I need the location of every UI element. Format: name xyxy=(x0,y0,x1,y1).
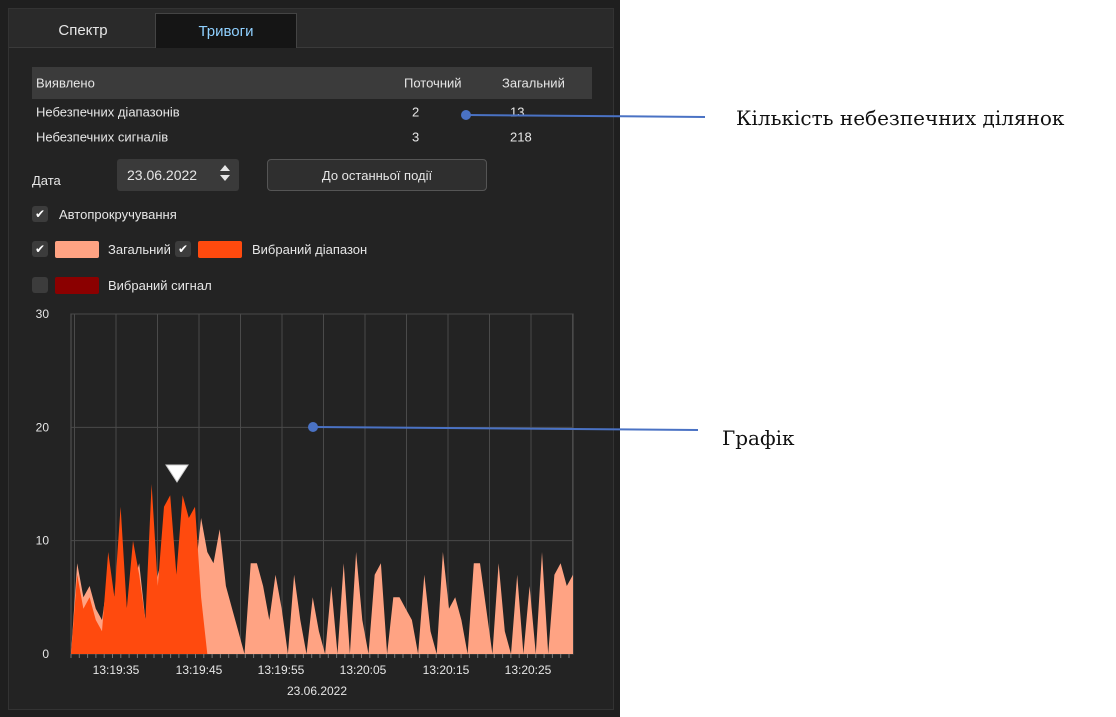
selected-range-label: Вибраний діапазон xyxy=(252,242,368,257)
series-selected-range-area xyxy=(71,484,208,654)
date-spinbox[interactable]: 23.06.2022 xyxy=(117,159,239,191)
selected-signal-label: Вибраний сигнал xyxy=(108,278,212,293)
header-current[interactable]: Поточний xyxy=(404,75,462,91)
spin-arrows-icon[interactable] xyxy=(220,165,230,185)
row-current: 2 xyxy=(412,104,420,119)
annotation-danger-zones: Кількість небезпечних ділянок xyxy=(736,106,1065,130)
x-tick-label: 13:20:05 xyxy=(340,663,387,677)
row-total: 218 xyxy=(510,129,532,144)
detections-table: Виявлено Поточний Загальний Небезпечних … xyxy=(32,67,592,149)
selected-signal-swatch xyxy=(55,277,99,294)
tab-alarms[interactable]: Тривоги xyxy=(155,13,297,48)
row-current: 3 xyxy=(412,129,420,144)
table-row[interactable]: Небезпечних сигналів 3 218 xyxy=(32,124,592,149)
y-tick-label: 20 xyxy=(36,420,50,434)
table-header: Виявлено Поточний Загальний xyxy=(32,67,592,99)
x-tick-label: 13:19:35 xyxy=(93,663,140,677)
selected-marker-icon xyxy=(165,464,189,483)
alarms-chart[interactable]: 0 10 20 30 13:19:35 13:19:45 13:19:55 13:20:05 1… xyxy=(9,9,613,709)
x-tick-label: 13:20:25 xyxy=(505,663,552,677)
row-label: Небезпечних сигналів xyxy=(36,129,169,144)
x-axis-label: 23.06.2022 xyxy=(287,684,347,698)
annotation-chart: Графік xyxy=(722,426,795,450)
header-detected[interactable]: Виявлено xyxy=(36,75,95,91)
x-tick-label: 13:19:45 xyxy=(176,663,223,677)
tab-bar: Спектр Тривоги xyxy=(9,9,613,48)
alarms-panel: Спектр Тривоги Виявлено Поточний Загальн… xyxy=(8,8,614,710)
selected-range-swatch xyxy=(198,241,242,258)
date-value: 23.06.2022 xyxy=(127,167,198,183)
selected-range-checkbox[interactable]: ✔ xyxy=(175,241,191,257)
go-to-last-event-button[interactable]: До останньої події xyxy=(267,159,487,191)
y-tick-label: 0 xyxy=(42,647,49,661)
x-tick-label: 13:19:55 xyxy=(258,663,305,677)
total-series-label: Загальний xyxy=(108,242,171,257)
tab-spectrum[interactable]: Спектр xyxy=(13,13,153,47)
total-series-swatch xyxy=(55,241,99,258)
x-tick-label: 13:20:15 xyxy=(423,663,470,677)
row-label: Небезпечних діапазонів xyxy=(36,104,180,119)
alarms-window: Спектр Тривоги Виявлено Поточний Загальн… xyxy=(0,0,620,717)
selected-signal-checkbox[interactable] xyxy=(32,277,48,293)
header-total[interactable]: Загальний xyxy=(502,75,565,91)
autoscroll-label: Автопрокручування xyxy=(59,207,177,222)
autoscroll-checkbox[interactable]: ✔ xyxy=(32,206,48,222)
total-series-checkbox[interactable]: ✔ xyxy=(32,241,48,257)
y-tick-label: 30 xyxy=(36,307,50,321)
y-tick-label: 10 xyxy=(36,534,50,548)
date-label: Дата xyxy=(32,173,61,188)
